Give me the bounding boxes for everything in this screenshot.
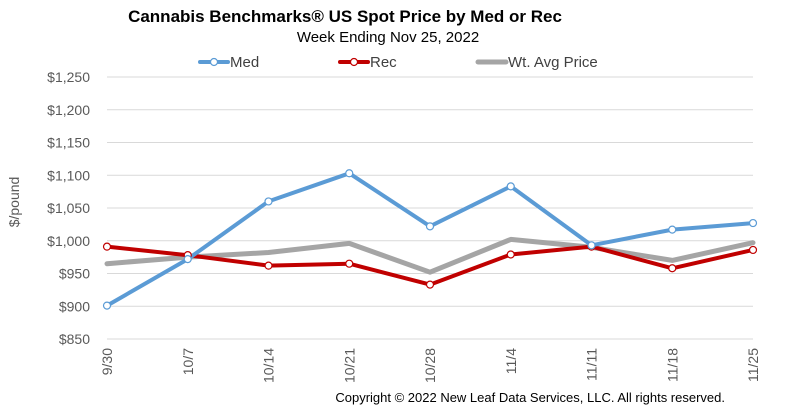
y-tick-label: $1,200 (47, 102, 90, 118)
legend-marker (209, 57, 219, 67)
y-axis-label: $/pound (6, 177, 22, 228)
data-point-med (425, 222, 435, 231)
x-tick-label: 11/25 (745, 348, 761, 382)
x-tick-label: 10/21 (341, 348, 357, 383)
legend-label: Rec (370, 54, 397, 71)
y-axis-ticks: $850 $900 $950 $1,000 $1,050 $1,100 $1,150 $1,2… (47, 69, 90, 347)
y-tick-label: $1,150 (47, 135, 90, 151)
legend: Med Rec Wt. Avg Price (198, 54, 598, 71)
data-point-rec (748, 245, 758, 255)
y-tick-label: $1,100 (47, 167, 90, 183)
copyright-text: Copyright © 2022 New Leaf Data Services,… (335, 390, 725, 405)
y-tick-label: $950 (59, 266, 90, 282)
y-tick-label: $850 (59, 331, 90, 347)
data-point-rec (264, 261, 273, 270)
data-point-med (748, 218, 758, 228)
x-tick-label: 10/7 (180, 348, 196, 375)
y-tick-label: $1,000 (47, 233, 90, 249)
data-point-med (668, 225, 677, 234)
data-point-rec (506, 250, 515, 259)
legend-label: Med (230, 54, 259, 71)
x-tick-label: 11/18 (664, 348, 680, 382)
data-point-rec (668, 264, 677, 273)
data-point-rec (102, 242, 112, 251)
gridlines (107, 76, 753, 340)
data-point-rec (425, 280, 435, 289)
data-point-med (183, 254, 192, 264)
data-point-rec (345, 259, 354, 268)
y-tick-label: $1,250 (47, 69, 90, 85)
chart-title: Cannabis Benchmarks® US Spot Price by Me… (128, 7, 562, 26)
series-markers (102, 169, 758, 310)
data-point-med (345, 169, 354, 178)
legend-marker (349, 57, 359, 67)
y-tick-label: $1,050 (47, 200, 90, 216)
x-tick-label: 11/11 (584, 348, 600, 381)
x-tick-label: 10/28 (422, 348, 438, 383)
y-tick-label: $900 (59, 298, 90, 314)
chart-subtitle: Week Ending Nov 25, 2022 (297, 29, 479, 46)
legend-label: Wt. Avg Price (508, 54, 598, 71)
series-line-wt-avg-price (104, 236, 756, 275)
x-tick-label: 11/4 (503, 348, 519, 374)
series-line-rec (105, 244, 755, 287)
x-tick-label: 9/30 (99, 348, 115, 375)
data-point-med (506, 182, 515, 191)
x-tick-label: 10/14 (261, 348, 277, 383)
data-point-med (264, 197, 273, 206)
data-point-med (587, 241, 596, 250)
data-point-med (102, 301, 112, 310)
x-axis-ticks: 9/30 10/7 10/14 10/21 10/28 11/4 11/11 11/18 11/… (99, 348, 761, 383)
